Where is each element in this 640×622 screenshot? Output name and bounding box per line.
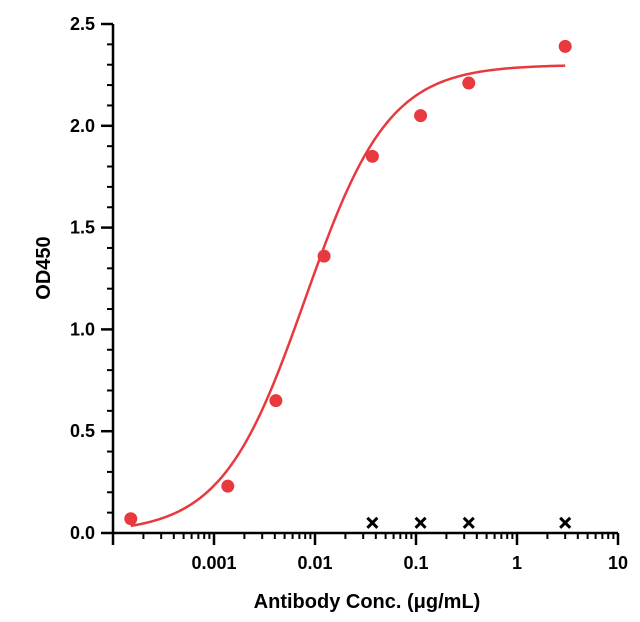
data-point bbox=[221, 479, 235, 493]
data-point bbox=[269, 394, 283, 408]
data-point bbox=[365, 149, 379, 163]
y-tick-label: 0.5 bbox=[70, 421, 95, 441]
x-axis-title: Antibody Conc. (μg/mL) bbox=[254, 591, 481, 613]
y-tick-label: 2.0 bbox=[70, 116, 95, 136]
data-point bbox=[462, 76, 476, 90]
x-marker-point bbox=[366, 516, 379, 529]
y-axis-ticks: 0.0 0.5 1.0 1.5 2.0 2.5 bbox=[70, 14, 113, 543]
x-tick-label: 0.001 bbox=[191, 553, 236, 573]
y-tick-label: 2.5 bbox=[70, 14, 95, 34]
x-tick-label: 0.01 bbox=[297, 553, 332, 573]
axes bbox=[111, 24, 618, 535]
x-tick-label: 10 bbox=[608, 553, 628, 573]
x-tick-label: 1 bbox=[512, 553, 522, 573]
x-tick-label: 0.1 bbox=[403, 553, 428, 573]
data-point bbox=[414, 109, 428, 123]
x-marker-point bbox=[559, 516, 572, 529]
x-marker-point bbox=[462, 516, 475, 529]
data-points bbox=[124, 39, 572, 529]
y-tick-label: 1.0 bbox=[70, 319, 95, 339]
x-marker-point bbox=[414, 516, 427, 529]
x-axis-ticks: 0.001 0.01 0.1 1 10 bbox=[111, 533, 628, 573]
fit-curve bbox=[130, 64, 566, 528]
y-axis-title: OD450 bbox=[33, 236, 55, 299]
data-point bbox=[317, 249, 331, 263]
data-point bbox=[558, 39, 572, 53]
y-tick-label: 0.0 bbox=[70, 523, 95, 543]
data-point bbox=[124, 512, 138, 526]
y-tick-label: 1.5 bbox=[70, 218, 95, 238]
